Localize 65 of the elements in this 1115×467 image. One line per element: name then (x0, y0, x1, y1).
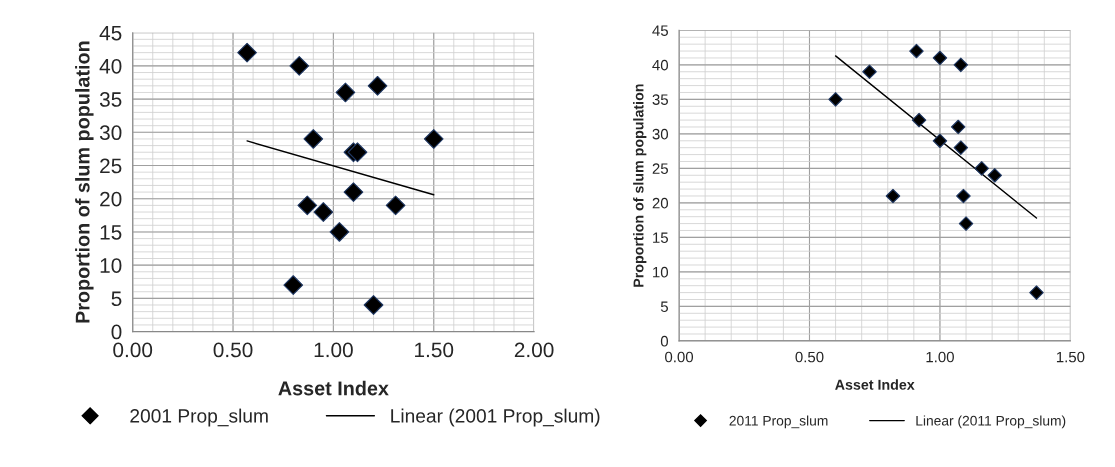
point (329, 222, 350, 242)
point (956, 188, 971, 204)
point (953, 140, 969, 155)
point (1029, 285, 1044, 300)
point (953, 57, 969, 73)
point (385, 195, 406, 216)
point (828, 92, 843, 107)
y-tick-label: 40 (652, 59, 669, 71)
y-tick-label: 45 (652, 25, 668, 36)
y-tick-label: 30 (652, 128, 669, 140)
point (335, 82, 356, 103)
point (237, 42, 257, 63)
x-tick-label: 2.00 (514, 342, 554, 358)
point (862, 64, 877, 80)
legend-label: Linear (2001 Prop_slum) (391, 408, 600, 427)
x-tick-label: 1.00 (926, 351, 954, 363)
point (911, 112, 927, 128)
point (423, 129, 444, 149)
point (297, 195, 318, 216)
point (343, 182, 364, 202)
x-tick-label: 1.50 (415, 342, 454, 358)
y-tick-label: 0 (660, 335, 669, 347)
point (987, 168, 1002, 183)
y-axis-title: Proportion of slum population (633, 84, 647, 287)
y-tick-label: 25 (100, 158, 122, 174)
y-tick-label: 20 (100, 191, 122, 207)
y-tick-label: 25 (652, 163, 668, 174)
point (303, 129, 324, 149)
x-tick-label: 0.50 (213, 342, 253, 358)
point (932, 133, 948, 149)
point (367, 75, 388, 96)
point (283, 275, 304, 295)
legend-label: Linear (2011 Prop_slum) (916, 415, 1066, 429)
y-tick-label: 30 (99, 125, 122, 141)
x-tick-label: 1.00 (314, 342, 353, 358)
point (289, 56, 310, 76)
y-tick-label: 15 (100, 225, 122, 240)
point (363, 295, 384, 315)
legend-label: 2001 Prop_slum (130, 408, 268, 427)
y-tick-label: 0 (111, 324, 122, 340)
y-tick-label: 20 (652, 197, 669, 209)
legend-label: 2011 Prop_slum (729, 415, 828, 429)
y-tick-label: 5 (111, 291, 122, 307)
x-axis-title: Asset Index (278, 380, 389, 396)
point (932, 50, 948, 66)
point (950, 119, 966, 135)
point (974, 161, 989, 176)
y-tick-label: 35 (99, 92, 122, 107)
y-tick-label: 35 (652, 94, 668, 105)
y-tick-label: 40 (99, 58, 122, 74)
x-tick-label: 0.00 (665, 351, 694, 363)
point (885, 188, 901, 204)
point (958, 216, 974, 231)
point (313, 202, 334, 222)
x-tick-label: 1.50 (1056, 351, 1085, 363)
y-tick-label: 45 (99, 25, 122, 41)
y-axis-title: Proportion of slum population (75, 41, 94, 323)
x-tick-label: 0.00 (113, 342, 153, 358)
point (909, 43, 924, 59)
x-axis-title: Asset Index (835, 379, 915, 390)
y-tick-label: 5 (660, 301, 668, 312)
y-tick-label: 10 (653, 266, 669, 278)
x-tick-label: 0.50 (795, 351, 824, 363)
y-tick-label: 15 (653, 232, 668, 243)
y-tick-label: 10 (100, 258, 122, 273)
